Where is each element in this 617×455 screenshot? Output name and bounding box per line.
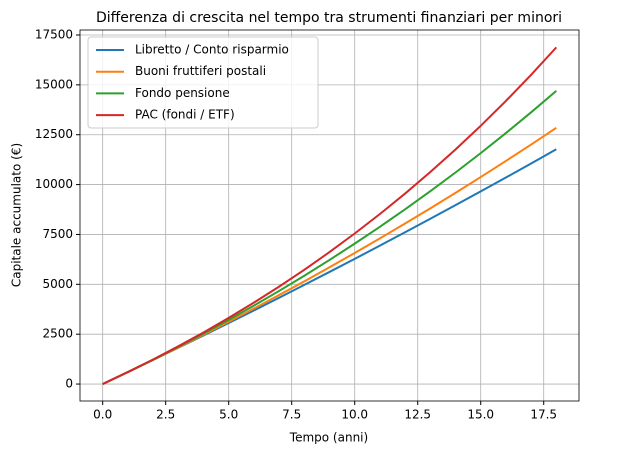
legend-box bbox=[87, 36, 319, 129]
legend-label: PAC (fondi / ETF) bbox=[135, 108, 235, 122]
x-tick-label: 0.0 bbox=[93, 408, 112, 422]
y-axis-label: Capitale accumulato (€) bbox=[10, 143, 24, 287]
y-tick-label: 10000 bbox=[35, 177, 73, 191]
x-tick-label: 5.0 bbox=[219, 408, 238, 422]
y-tick-label: 17500 bbox=[35, 27, 73, 41]
legend-label: Libretto / Conto risparmio bbox=[135, 43, 289, 57]
line-series bbox=[102, 126, 557, 385]
y-tick-label: 15000 bbox=[35, 77, 73, 91]
line-series bbox=[102, 46, 558, 385]
plot-frame bbox=[79, 29, 580, 402]
x-tick-label: 15.0 bbox=[467, 408, 494, 422]
x-tick-label: 2.5 bbox=[156, 408, 175, 422]
y-tick-label: 2500 bbox=[42, 327, 73, 341]
x-tick-label: 17.5 bbox=[530, 408, 557, 422]
y-tick-label: 12500 bbox=[35, 127, 73, 141]
chart-title: Differenza di crescita nel tempo tra str… bbox=[96, 10, 562, 26]
x-tick-label: 10.0 bbox=[341, 408, 368, 422]
legend-label: Buoni fruttiferi postali bbox=[135, 64, 266, 78]
y-tick-label: 5000 bbox=[42, 277, 73, 291]
legend: Libretto / Conto risparmio Buoni fruttife… bbox=[87, 36, 319, 129]
legend-label: Fondo pensione bbox=[135, 86, 230, 100]
x-tick-label: 7.5 bbox=[282, 408, 301, 422]
x-tick-label: 12.5 bbox=[404, 408, 431, 422]
x-axis-label: Tempo (anni) bbox=[289, 431, 368, 445]
y-tick-label: 0 bbox=[65, 377, 73, 391]
y-tick-label: 7500 bbox=[42, 227, 73, 241]
